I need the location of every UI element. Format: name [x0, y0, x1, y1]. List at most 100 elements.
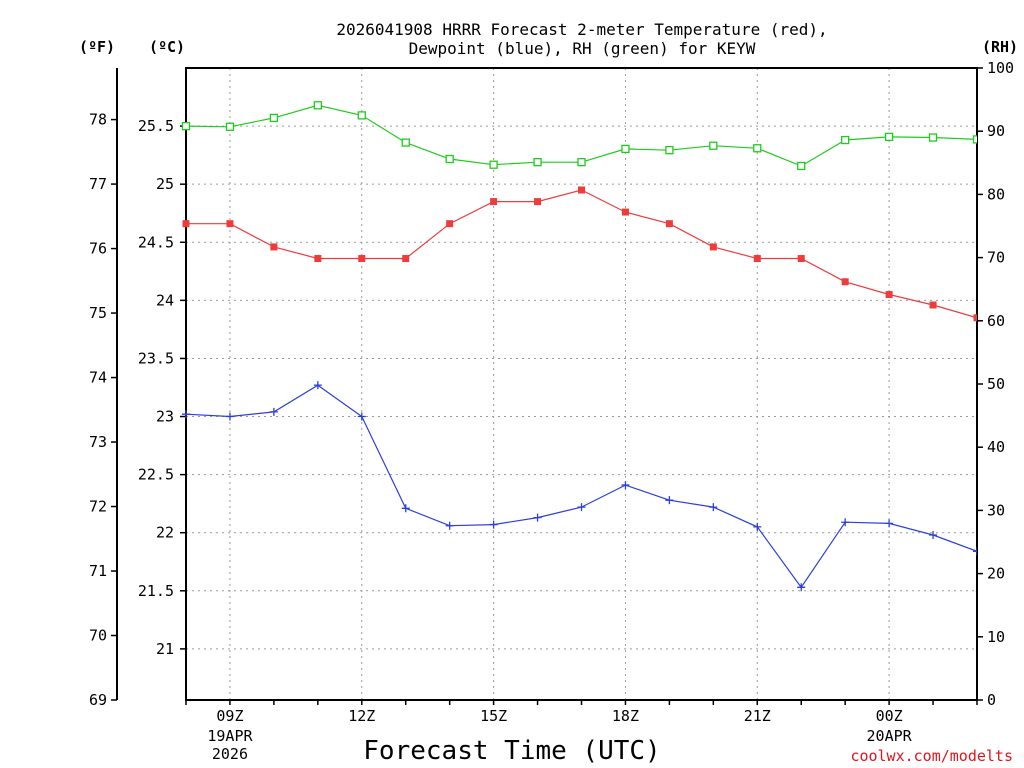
dewpoint-point — [401, 504, 410, 513]
dewpoint-point — [533, 513, 542, 522]
fahrenheit-tick-label: 78 — [89, 111, 107, 129]
fahrenheit-tick-label: 75 — [89, 304, 107, 322]
fahrenheit-tick-label: 71 — [89, 562, 107, 580]
x-tick-label: 09Z — [216, 707, 243, 725]
temperature-point — [358, 255, 366, 263]
rh-point — [577, 158, 586, 167]
temperature-point — [182, 220, 190, 228]
celsius-tick-label: 22.5 — [138, 466, 174, 484]
dewpoint-point — [665, 496, 674, 505]
celsius-tick-label: 24 — [156, 291, 174, 309]
temperature-point — [797, 255, 805, 263]
temperature-point — [929, 301, 937, 309]
rh-point — [225, 122, 235, 131]
temperature-point — [753, 255, 761, 263]
fahrenheit-tick-label: 70 — [89, 627, 107, 645]
temperature-point — [314, 255, 322, 263]
rh-tick-label: 10 — [987, 628, 1005, 646]
x-tick-label: 15Z — [480, 707, 507, 725]
rh-tick-label: 100 — [987, 59, 1014, 77]
fahrenheit-tick-label: 72 — [89, 498, 107, 516]
rh-point — [753, 144, 762, 153]
rh-point — [533, 158, 542, 167]
x-tick-label: 21Z — [744, 707, 771, 725]
rh-tick-label: 20 — [987, 565, 1005, 583]
rh-point — [884, 132, 894, 142]
celsius-tick-label: 21 — [156, 640, 174, 658]
temperature-point — [402, 255, 410, 263]
rh-tick-label: 50 — [987, 375, 1005, 393]
rh-tick-label: 90 — [987, 122, 1005, 140]
rh-point — [928, 133, 938, 142]
dewpoint-point — [269, 407, 278, 416]
series — [181, 101, 977, 592]
temperature-point — [885, 291, 893, 299]
temperature-line — [186, 189, 977, 319]
fahrenheit-tick-label: 69 — [89, 691, 107, 709]
celsius-tick-label: 22 — [156, 524, 174, 542]
celsius-tick-label: 23 — [156, 408, 174, 426]
rh-point — [665, 146, 674, 155]
dewpoint-point — [621, 481, 630, 490]
x-tick-label: 00Z — [876, 707, 903, 725]
dewpoint-point — [709, 503, 718, 512]
credit-text: coolwx.com/modelts — [850, 747, 1013, 765]
temperature-point — [841, 278, 849, 286]
rh-point — [841, 135, 850, 145]
dewpoint-point — [753, 522, 762, 531]
rh-point — [489, 160, 498, 169]
rh-point — [181, 121, 191, 131]
x-tick-label: 18Z — [612, 707, 639, 725]
rh-point — [445, 154, 454, 164]
rh-point — [269, 113, 279, 123]
dewpoint-point — [489, 520, 498, 529]
chart-title-line-2: Dewpoint (blue), RH (green) for KEYW — [409, 39, 756, 58]
x-date-label: 19APR — [207, 727, 253, 745]
fahrenheit-tick-label: 74 — [89, 369, 107, 387]
fahrenheit-unit-label: (ºF) — [79, 38, 115, 56]
rh-point — [357, 111, 366, 120]
rh-tick-label: 0 — [987, 691, 996, 709]
temperature-point — [490, 198, 498, 206]
dewpoint-point — [973, 547, 977, 556]
temperature-point — [446, 220, 454, 228]
temperature-point — [709, 243, 717, 251]
temperature-point — [578, 186, 585, 194]
rh-tick-label: 70 — [987, 249, 1005, 267]
temperature-point — [226, 220, 234, 228]
dewpoint-point — [841, 518, 850, 527]
dewpoint-point — [182, 410, 190, 419]
axes: 69 70 71 72 73 74 75 76 77 78 21 21.5 22 22.5 23 23.5 24… — [89, 59, 1014, 763]
temperature-point — [534, 198, 542, 206]
rh-point — [621, 144, 630, 154]
dewpoint-point — [313, 381, 322, 390]
celsius-unit-label: (ºC) — [149, 38, 185, 56]
rh-tick-label: 40 — [987, 438, 1005, 456]
dewpoint-point — [577, 503, 586, 512]
dewpoint-point — [445, 521, 454, 530]
rh-point — [709, 141, 718, 150]
fahrenheit-tick-label: 77 — [89, 175, 107, 193]
x-tick-label: 12Z — [348, 707, 375, 725]
dewpoint-point — [797, 583, 806, 592]
temperature-point — [270, 243, 278, 251]
rh-point — [972, 135, 977, 144]
dewpoint-line — [185, 384, 977, 589]
fahrenheit-tick-label: 76 — [89, 240, 107, 258]
rh-point — [797, 161, 806, 171]
chart-title-line-1: 2026041908 HRRR Forecast 2-meter Tempera… — [336, 20, 827, 39]
celsius-tick-label: 25.5 — [138, 117, 174, 135]
x-date-label: 20APR — [867, 727, 913, 745]
temperature-point — [973, 314, 977, 322]
fahrenheit-tick-label: 73 — [89, 433, 107, 451]
rh-unit-label: (RH) — [982, 38, 1018, 56]
temperature-point — [621, 208, 629, 216]
dewpoint-point — [225, 412, 234, 421]
x-date-label: 2026 — [212, 745, 248, 763]
rh-line — [185, 104, 977, 167]
celsius-tick-label: 25 — [156, 175, 174, 193]
dewpoint-point — [357, 412, 366, 421]
celsius-tick-label: 23.5 — [138, 349, 174, 367]
rh-tick-label: 30 — [987, 501, 1005, 519]
